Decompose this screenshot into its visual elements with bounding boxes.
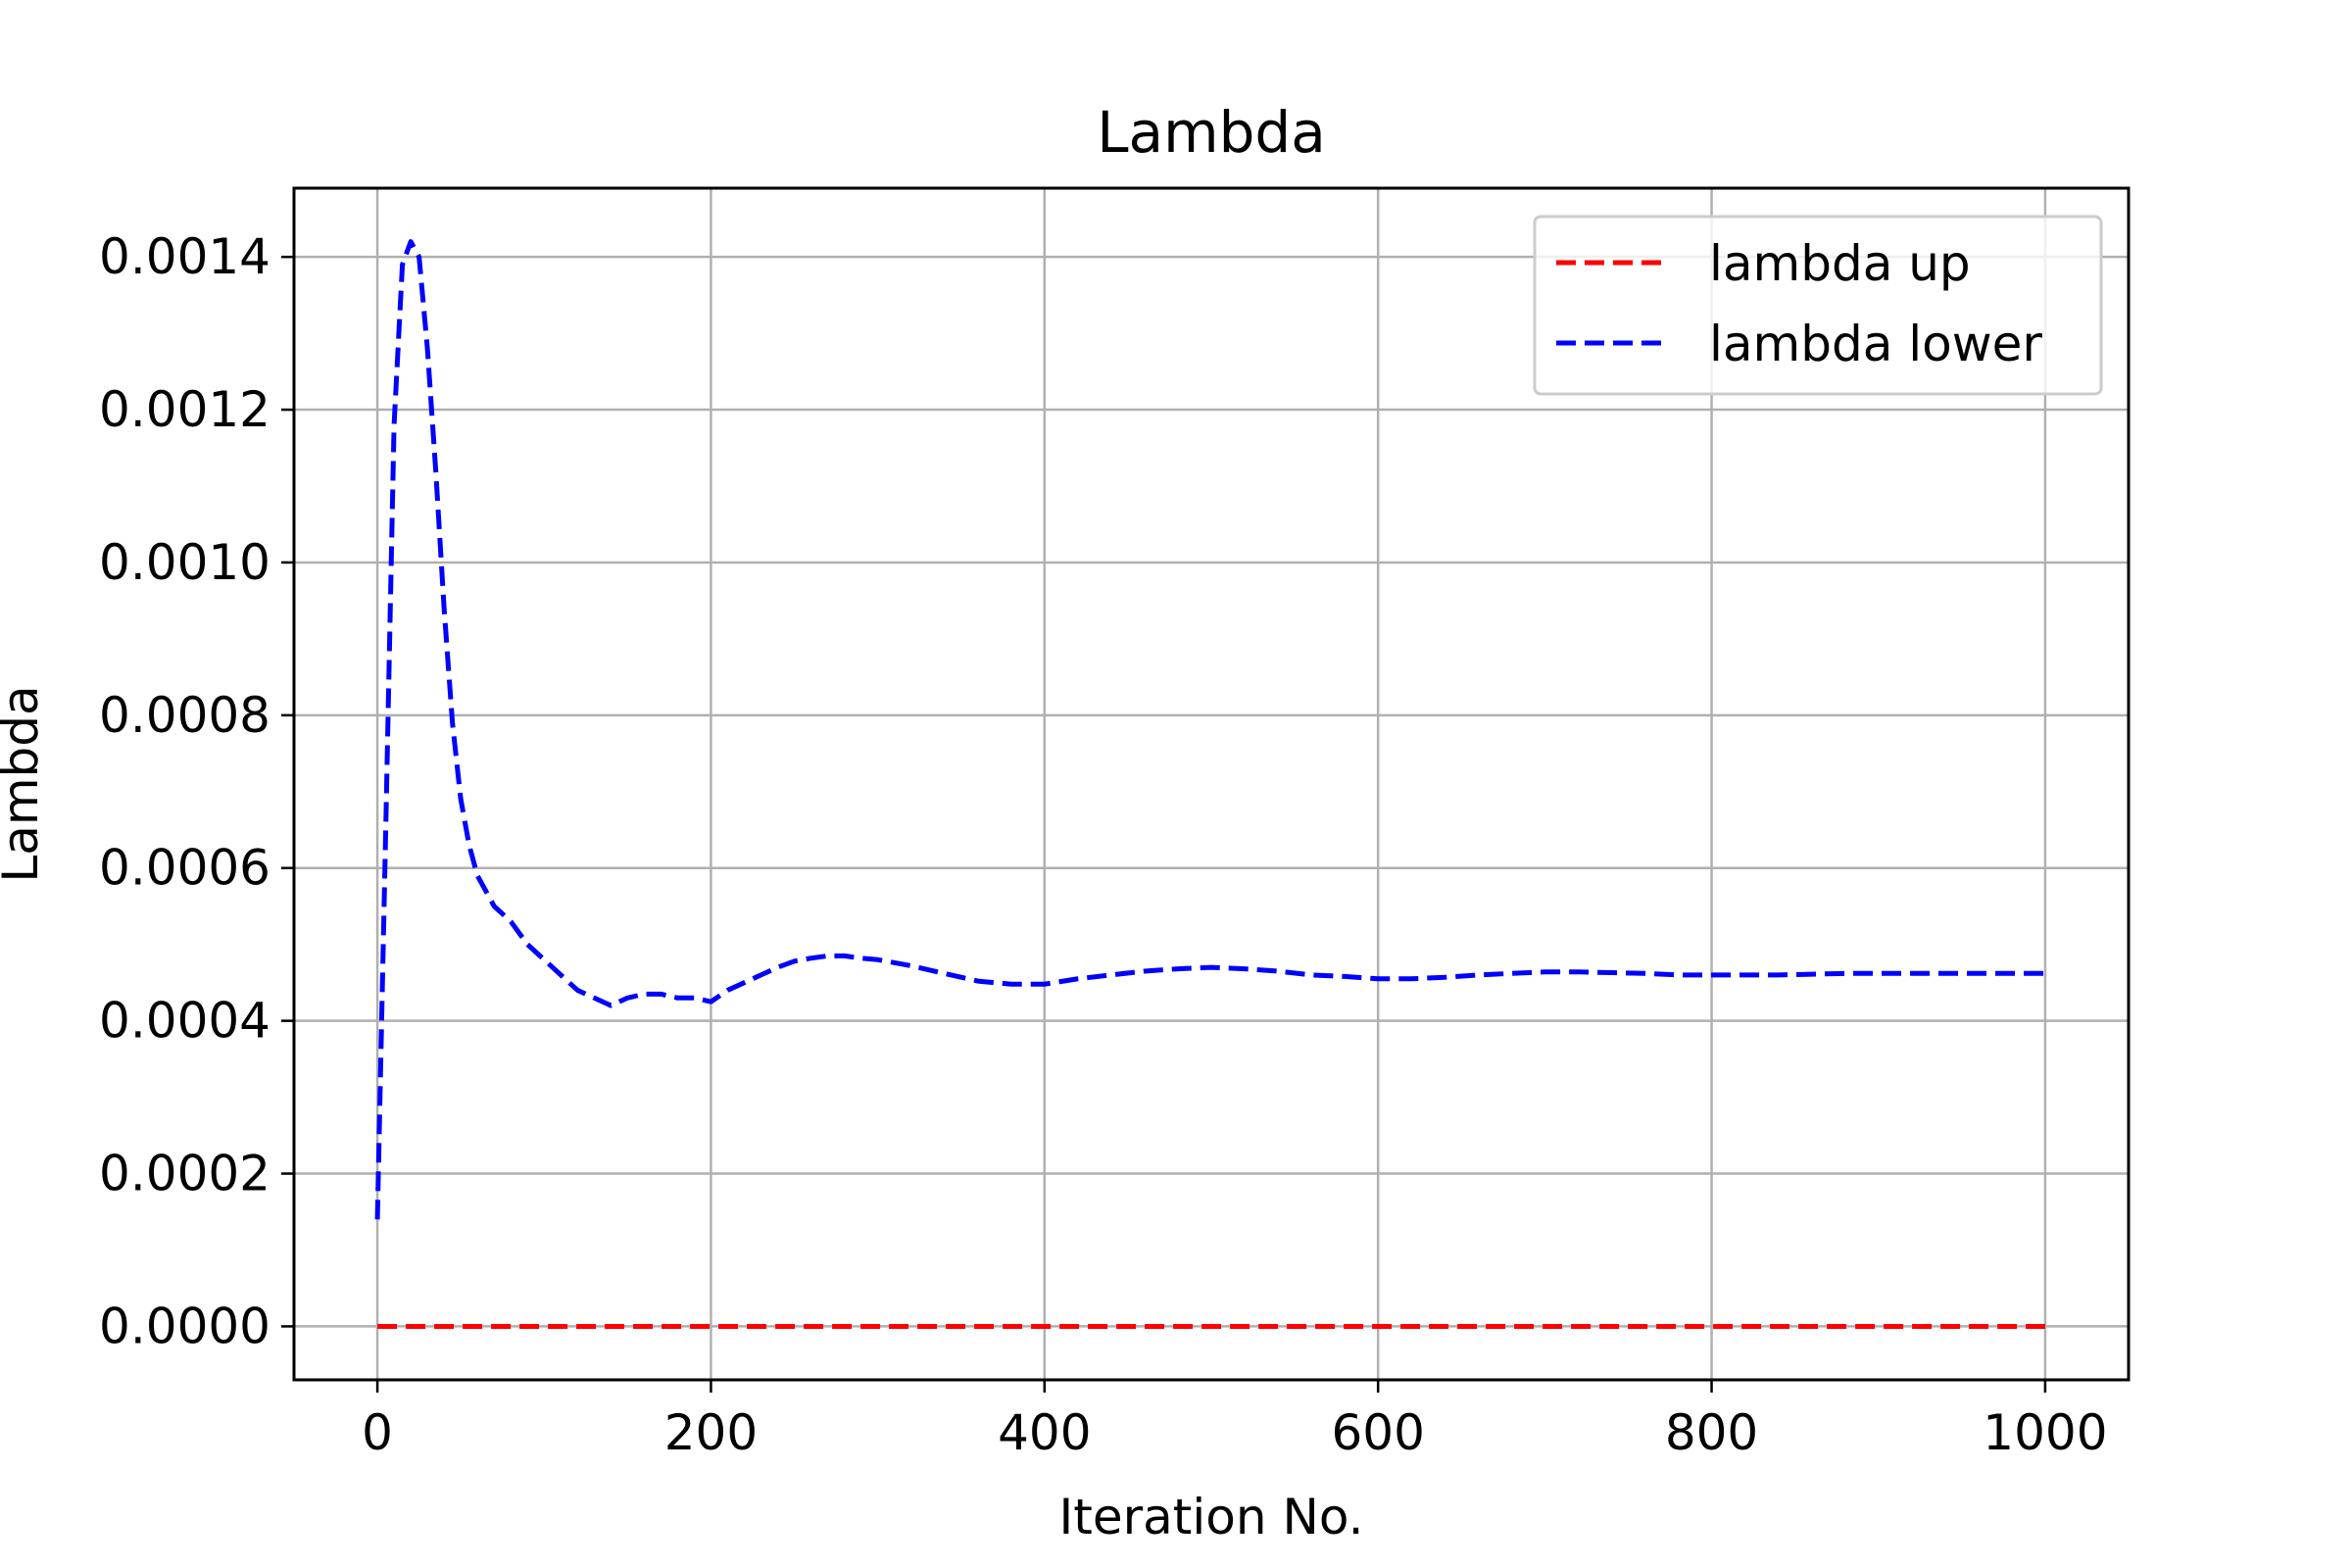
series-line-lambda-lower bbox=[374, 239, 2045, 1220]
y-tick-label: 0.0000 bbox=[99, 1298, 270, 1354]
y-tick-label: 0.0004 bbox=[99, 993, 270, 1050]
chart-title: Lambda bbox=[1097, 99, 1326, 166]
legend-label-lambda-lower: lambda lower bbox=[1709, 316, 2042, 372]
x-tick-label: 800 bbox=[1665, 1404, 1758, 1461]
x-axis-label: Iteration No. bbox=[1059, 1489, 1364, 1545]
x-tick-label: 600 bbox=[1331, 1404, 1424, 1461]
y-tick-label: 0.0006 bbox=[99, 840, 270, 897]
y-tick-label: 0.0008 bbox=[99, 687, 270, 744]
plot-area-frame bbox=[292, 186, 2131, 1382]
series-lines bbox=[374, 239, 2045, 1329]
y-tick-label: 0.0014 bbox=[99, 228, 270, 285]
y-axis-label: Lambda bbox=[0, 685, 49, 882]
x-tick-label: 200 bbox=[664, 1404, 758, 1461]
legend-label-lambda-up: lambda up bbox=[1709, 235, 1971, 292]
y-axis-ticks: 0.0000 0.0002 0.0004 0.0006 0.0008 0.0010 0.00… bbox=[99, 228, 294, 1354]
legend-box bbox=[1533, 215, 2103, 396]
grid bbox=[294, 188, 2129, 1380]
x-axis-ticks: 0 200 400 600 800 1000 bbox=[362, 1380, 2108, 1461]
x-tick-label: 0 bbox=[362, 1404, 393, 1461]
x-tick-label: 400 bbox=[998, 1404, 1091, 1461]
x-tick-label: 1000 bbox=[1983, 1404, 2107, 1461]
y-tick-label: 0.0012 bbox=[99, 381, 270, 438]
y-tick-label: 0.0002 bbox=[99, 1146, 270, 1202]
y-tick-label: 0.0010 bbox=[99, 534, 270, 591]
legend: lambda up lambda lower bbox=[1533, 215, 2103, 396]
